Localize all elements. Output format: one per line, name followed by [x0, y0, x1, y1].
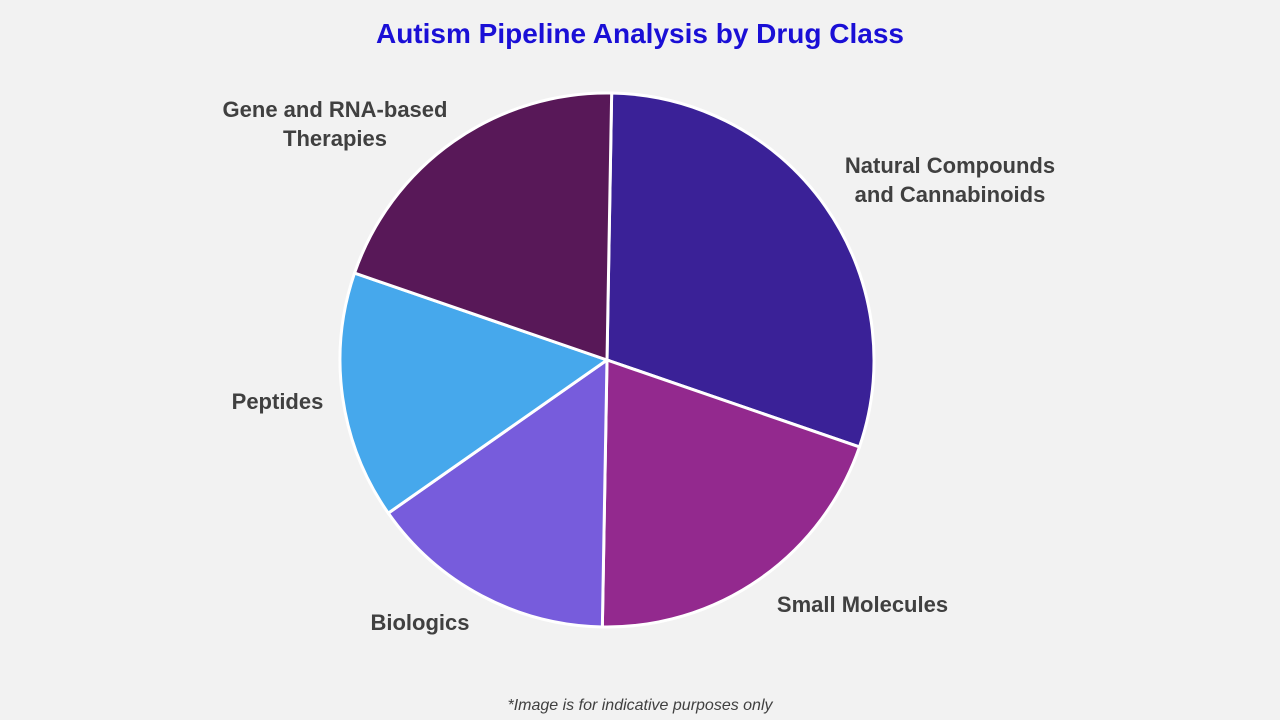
footnote: *Image is for indicative purposes only: [507, 697, 773, 714]
chart-title: Autism Pipeline Analysis by Drug Class: [375, 18, 904, 49]
slice-label-natural-compounds: Natural Compounds and Cannabinoids: [844, 153, 1056, 207]
pie-slice-small-molecules: [600, 357, 862, 629]
slice-label-peptides: Peptides: [231, 389, 324, 414]
pie-slice-natural-compounds-and-cannabinoids: [605, 91, 876, 449]
slice-label-gene-rna: Gene and RNA-based Therapies: [222, 97, 448, 151]
pie-slice-gene-and-rna-based-therapies: [352, 91, 614, 363]
pie-slice-peptides: [338, 271, 611, 516]
slice-label-small-molecules: Small Molecules: [776, 592, 949, 617]
pie-slice-biologics: [386, 357, 609, 629]
slice-label-biologics: Biologics: [370, 610, 470, 635]
